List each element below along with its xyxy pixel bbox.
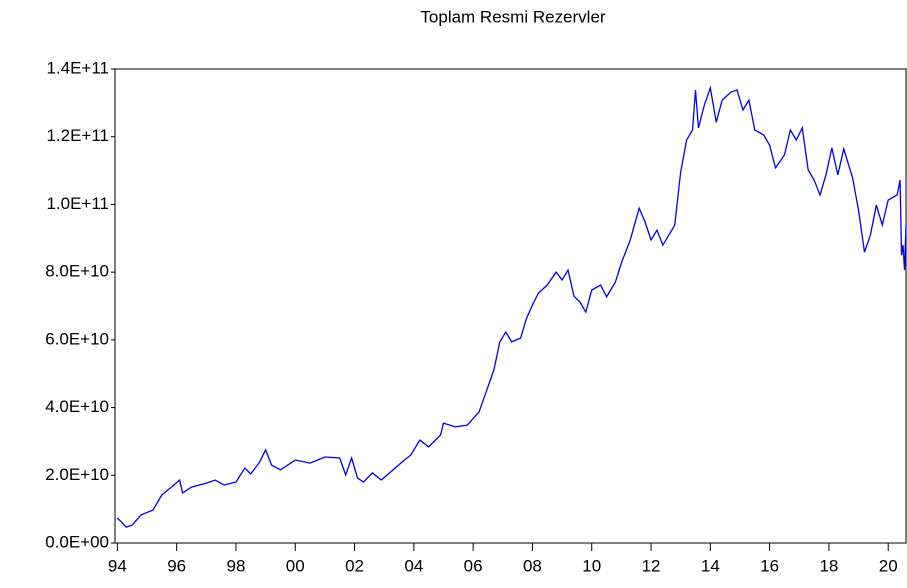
y-tick-label: 6.0E+10 (45, 329, 109, 348)
x-tick-label: 96 (167, 556, 186, 575)
x-tick-label: 14 (701, 556, 720, 575)
x-tick-label: 98 (227, 556, 246, 575)
x-tick-label: 02 (345, 556, 364, 575)
y-tick-label: 8.0E+10 (45, 262, 109, 281)
x-tick-label: 06 (464, 556, 483, 575)
chart-title: Toplam Resmi Rezervler (420, 7, 605, 26)
x-tick-label: 20 (879, 556, 898, 575)
x-tick-label: 18 (819, 556, 838, 575)
x-tick-label: 12 (642, 556, 661, 575)
x-tick-label: 08 (523, 556, 542, 575)
x-tick-label: 00 (286, 556, 305, 575)
x-tick-label: 94 (108, 556, 127, 575)
y-tick-label: 4.0E+10 (45, 397, 109, 416)
y-tick-label: 1.2E+11 (46, 126, 109, 145)
data-line (116, 85, 907, 528)
y-tick-label: 1.4E+11 (46, 58, 109, 77)
x-tick-label: 04 (404, 556, 423, 575)
x-tick-label: 16 (760, 556, 779, 575)
x-tick-label: 10 (582, 556, 601, 575)
y-tick-label: 0.0E+00 (45, 532, 109, 551)
plot-frame (114, 68, 907, 544)
y-tick-label: 2.0E+10 (45, 465, 109, 484)
y-tick-label: 1.0E+11 (46, 194, 109, 213)
